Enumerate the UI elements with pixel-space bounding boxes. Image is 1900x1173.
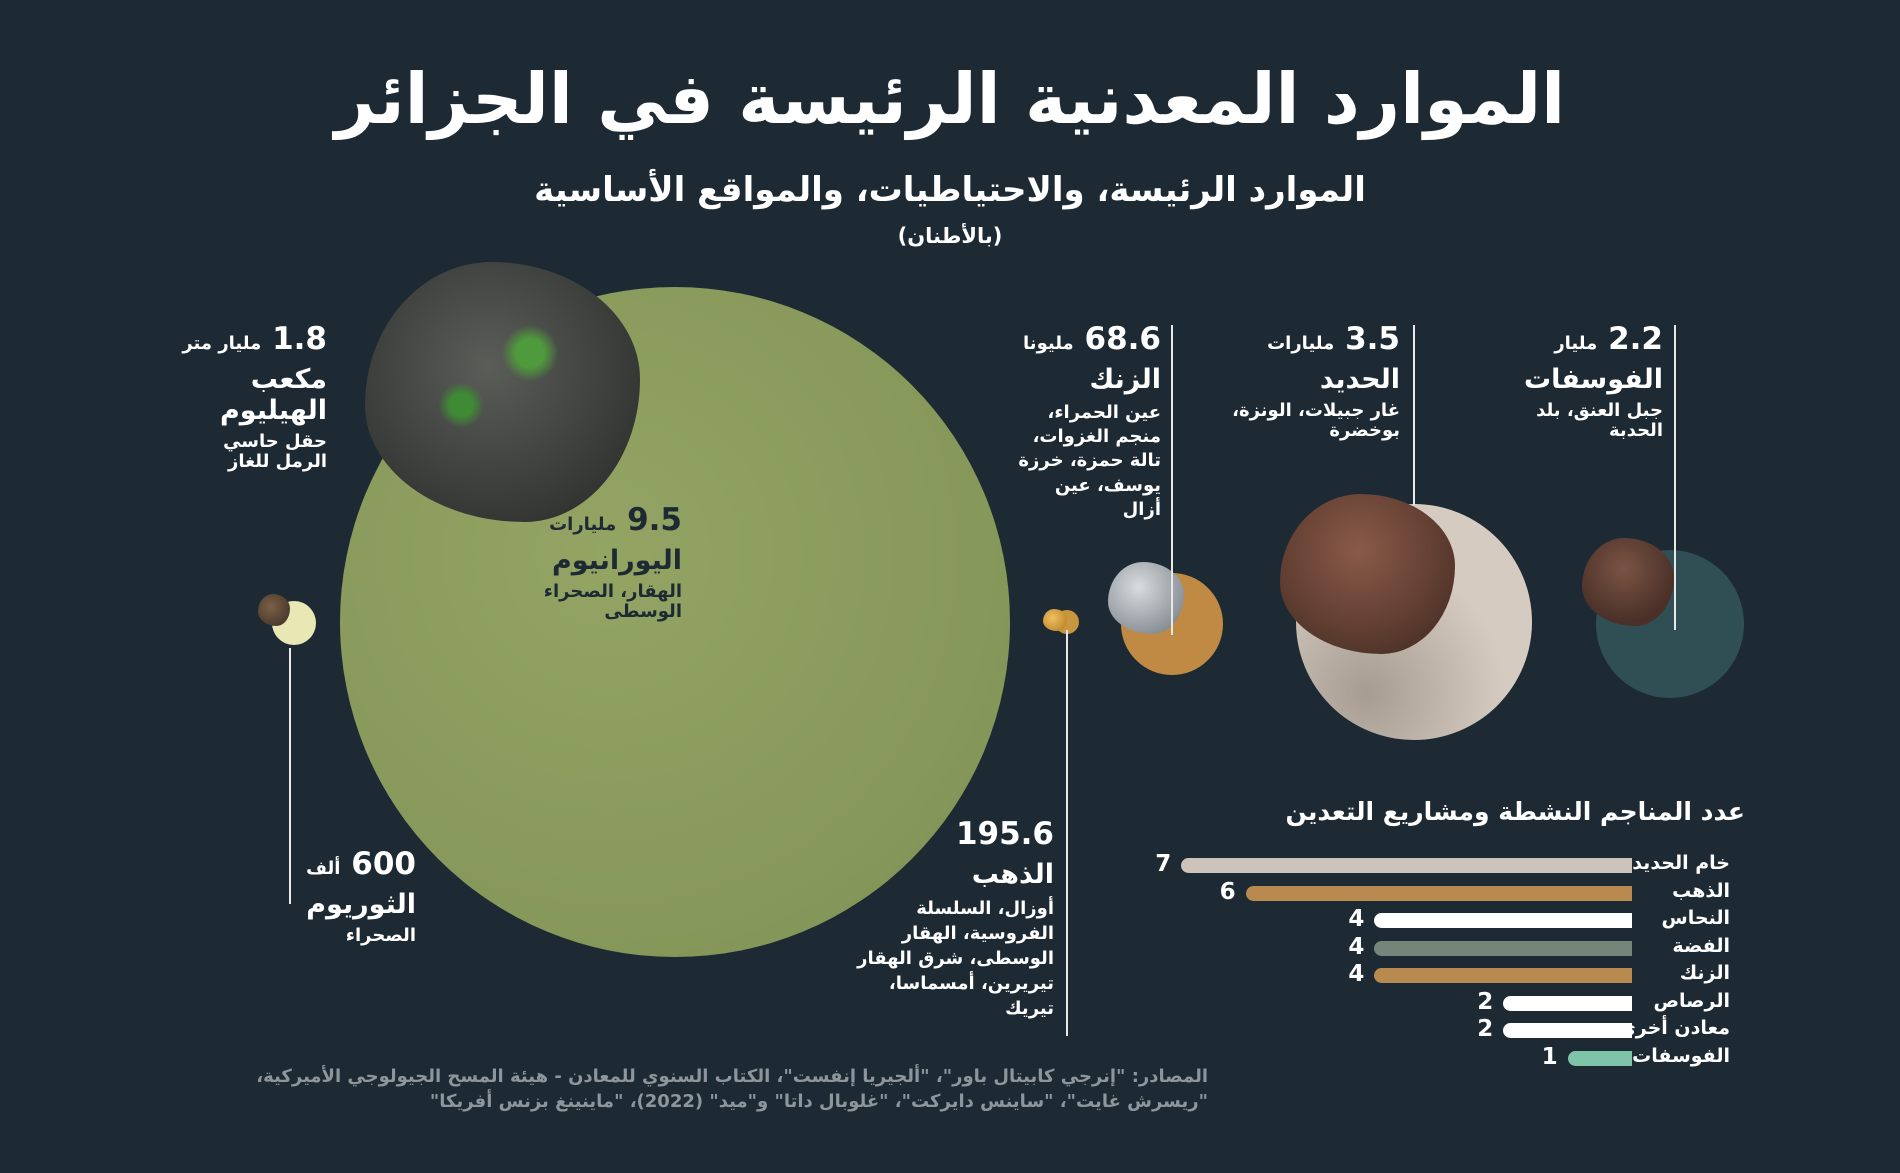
phosphate-leader-line: [1674, 325, 1676, 630]
helium-label: 1.8 مليار متر مكعب الهيليوم حقل حاسي الر…: [182, 321, 327, 473]
bar: [1374, 940, 1632, 956]
zinc-leader-line: [1171, 325, 1173, 635]
uranium-label: 9.5 مليارات اليورانيوم الهقار، الصحراء ا…: [543, 502, 682, 623]
bar-label: الرصاص: [1653, 989, 1730, 1012]
bar-value-label: 4: [1348, 906, 1365, 932]
bar-value-label: 2: [1477, 988, 1494, 1015]
sources-note: المصادر: "إنرجي كابيتال باور"، "ألجيريا …: [256, 1066, 1208, 1113]
helium-rock-image: [258, 594, 290, 626]
iron-rock-image: [1280, 494, 1455, 654]
page-subtitle: الموارد الرئيسة، والاحتياطيات، والمواقع …: [534, 170, 1366, 210]
iron-leader-line: [1413, 325, 1415, 505]
bar-label: النحاس: [1661, 907, 1730, 929]
bar: [1503, 1023, 1632, 1038]
thorium-label: 600 ألف الثوريوم الصحراء: [306, 846, 416, 946]
bar: [1181, 858, 1632, 873]
gold-label: 195.6 الذهب أوزال، السلسلة الفروسية، اله…: [857, 816, 1054, 1020]
bar: [1374, 968, 1632, 983]
helium-leader-line: [289, 648, 291, 904]
bar-value-label: 7: [1155, 851, 1172, 877]
bar-label: الذهب: [1672, 879, 1730, 902]
bar-value-label: 4: [1348, 933, 1365, 960]
bar-value-label: 6: [1219, 878, 1236, 905]
unit-note: (بالأطنان): [897, 224, 1003, 248]
helium-value: 1.8: [272, 321, 327, 357]
bar-label: الفضة: [1672, 934, 1730, 957]
bar: [1374, 913, 1632, 928]
zinc-label: 68.6 مليونا الزنك عين الحمراء، منجم الغز…: [1018, 321, 1161, 520]
bar-label: الفوسفات: [1632, 1044, 1730, 1067]
iron-label: 3.5 مليارات الحديد غار جبيلات، الونزة، ب…: [1232, 321, 1400, 442]
bar-chart-title: عدد المناجم النشطة ومشاريع التعدين: [1285, 797, 1745, 826]
gold-nugget-image: [1043, 609, 1067, 631]
bar: [1567, 1050, 1632, 1066]
page-title: الموارد المعدنية الرئيسة في الجزائر: [334, 58, 1566, 140]
bar-value-label: 2: [1477, 1016, 1494, 1042]
uranium-rock-image: [365, 262, 640, 522]
gold-leader-line: [1066, 630, 1068, 1036]
phosphate-label: 2.2 مليار الفوسفات جبل العنق، بلد الحدبة: [1523, 321, 1663, 442]
bar: [1245, 885, 1632, 901]
bar-label: معادن أخرى: [1618, 1017, 1730, 1039]
phosphate-rock-image: [1582, 538, 1674, 626]
bar-value-label: 4: [1348, 961, 1365, 987]
bar-label: الزنك: [1679, 962, 1730, 984]
bar-value-label: 1: [1541, 1043, 1558, 1070]
helium-location: حقل حاسي الرمل للغاز: [223, 430, 327, 473]
bar: [1503, 995, 1632, 1011]
helium-name: مكعب الهيليوم: [220, 363, 327, 426]
bar-label: خام الحديد: [1632, 852, 1730, 874]
